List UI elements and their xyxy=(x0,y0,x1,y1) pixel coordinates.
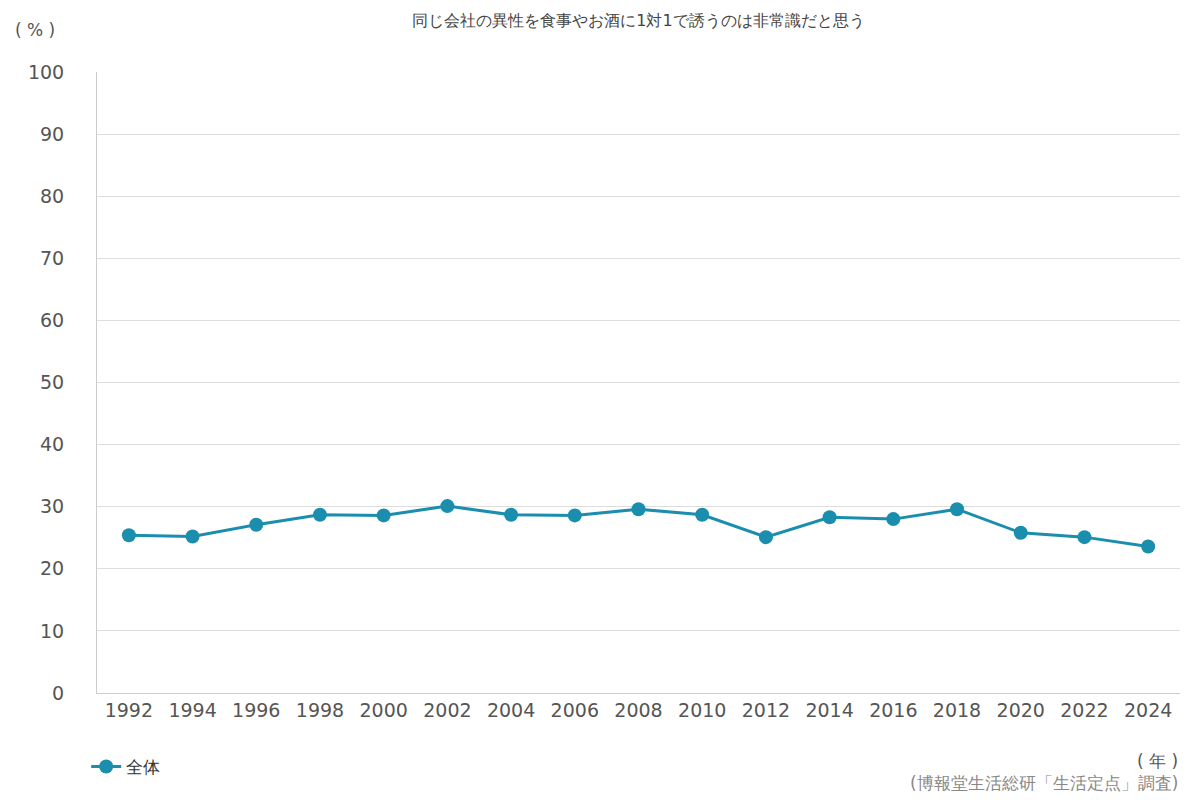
svg-text:2022: 2022 xyxy=(1060,699,1108,721)
svg-text:100: 100 xyxy=(28,61,64,83)
svg-text:30: 30 xyxy=(40,495,64,517)
svg-text:2012: 2012 xyxy=(742,699,790,721)
svg-text:2020: 2020 xyxy=(997,699,1045,721)
svg-text:2000: 2000 xyxy=(360,699,408,721)
svg-text:1994: 1994 xyxy=(168,699,216,721)
svg-text:( % ): ( % ) xyxy=(15,20,55,40)
svg-text:0: 0 xyxy=(52,682,64,704)
svg-text:2016: 2016 xyxy=(869,699,917,721)
svg-text:2024: 2024 xyxy=(1124,699,1172,721)
svg-text:20: 20 xyxy=(40,557,64,579)
svg-text:80: 80 xyxy=(40,185,64,207)
svg-text:( 年 ): ( 年 ) xyxy=(1137,751,1178,771)
svg-text:2018: 2018 xyxy=(933,699,981,721)
svg-text:70: 70 xyxy=(40,247,64,269)
svg-text:(博報堂生活総研「生活定点」調査): (博報堂生活総研「生活定点」調査) xyxy=(910,773,1178,793)
svg-text:90: 90 xyxy=(40,123,64,145)
svg-text:2006: 2006 xyxy=(551,699,599,721)
svg-text:同じ会社の異性を食事やお酒に1対1で誘うのは非常識だと思う: 同じ会社の異性を食事やお酒に1対1で誘うのは非常識だと思う xyxy=(412,11,864,30)
svg-text:2002: 2002 xyxy=(423,699,471,721)
svg-text:40: 40 xyxy=(40,433,64,455)
svg-text:全体: 全体 xyxy=(126,757,160,777)
svg-text:2004: 2004 xyxy=(487,699,535,721)
svg-text:50: 50 xyxy=(40,371,64,393)
svg-text:1992: 1992 xyxy=(105,699,153,721)
svg-text:1998: 1998 xyxy=(296,699,344,721)
svg-text:2008: 2008 xyxy=(614,699,662,721)
svg-text:1996: 1996 xyxy=(232,699,280,721)
svg-text:60: 60 xyxy=(40,309,64,331)
svg-text:10: 10 xyxy=(40,620,64,642)
svg-text:2010: 2010 xyxy=(678,699,726,721)
svg-text:2014: 2014 xyxy=(805,699,853,721)
